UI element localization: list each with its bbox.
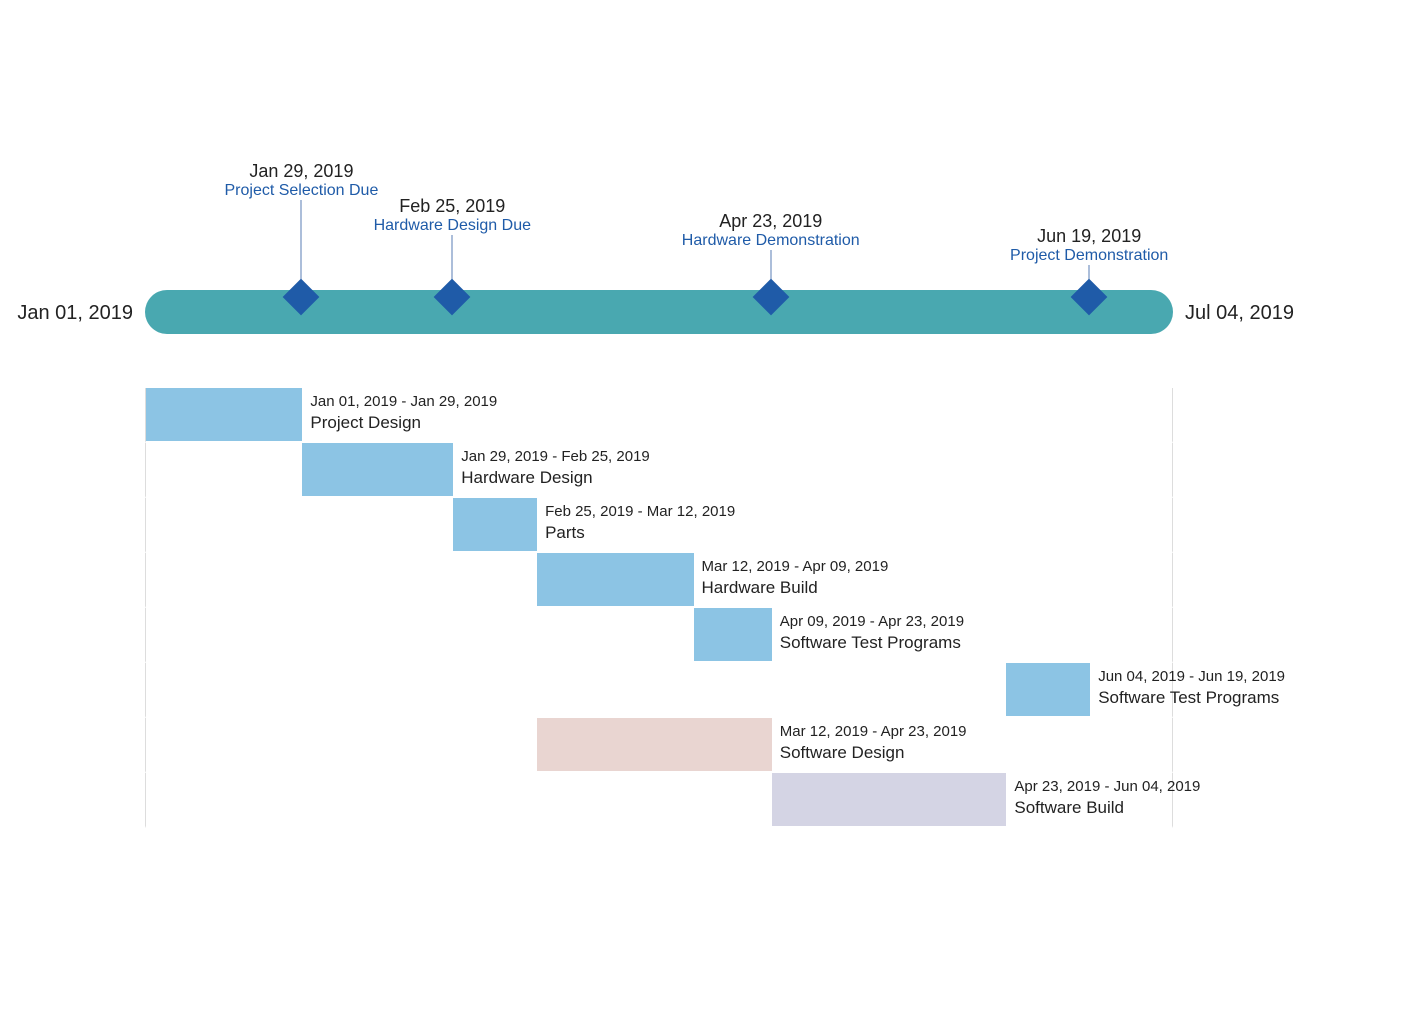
milestone-name: Hardware Demonstration [682, 232, 860, 250]
gantt-label: Jan 29, 2019 - Feb 25, 2019 Hardware Desi… [461, 448, 649, 488]
milestone-diamond-icon [434, 279, 471, 316]
gantt-task-name: Software Design [780, 743, 967, 763]
gantt-date-range: Apr 09, 2019 - Apr 23, 2019 [780, 613, 964, 630]
gantt-bar [1006, 663, 1090, 716]
gantt-date-range: Jan 29, 2019 - Feb 25, 2019 [461, 448, 649, 465]
gantt-task-name: Software Test Programs [780, 633, 964, 653]
gantt-bar [694, 608, 772, 661]
milestone-date: Feb 25, 2019 [374, 196, 531, 217]
gantt-bar [537, 553, 693, 606]
gantt-date-range: Apr 23, 2019 - Jun 04, 2019 [1014, 778, 1200, 795]
gantt-row: Apr 09, 2019 - Apr 23, 2019 Software Test… [145, 608, 1173, 663]
gantt-label: Feb 25, 2019 - Mar 12, 2019 Parts [545, 503, 735, 543]
gantt-label: Jan 01, 2019 - Jan 29, 2019 Project Desig… [310, 393, 497, 433]
milestone-diamond-icon [752, 279, 789, 316]
milestone-date: Jan 29, 2019 [224, 161, 378, 182]
gantt-label: Jun 04, 2019 - Jun 19, 2019 Software Test… [1098, 668, 1285, 708]
milestone-date: Apr 23, 2019 [682, 211, 860, 232]
gantt-date-range: Jan 01, 2019 - Jan 29, 2019 [310, 393, 497, 410]
gantt-task-name: Hardware Build [702, 578, 889, 598]
gantt-row: Mar 12, 2019 - Apr 23, 2019 Software Desi… [145, 718, 1173, 773]
gantt-label: Mar 12, 2019 - Apr 09, 2019 Hardware Buil… [702, 558, 889, 598]
gantt-row: Apr 23, 2019 - Jun 04, 2019Software Buil… [145, 773, 1173, 828]
milestone-label: Apr 23, 2019Hardware Demonstration [682, 211, 860, 250]
gantt-row: Feb 25, 2019 - Mar 12, 2019 Parts [145, 498, 1173, 553]
gantt-task-name: Project Design [310, 413, 497, 433]
milestone-0: Jan 29, 2019Project Selection Due [288, 284, 314, 310]
milestone-diamond-icon [283, 279, 320, 316]
gantt-bar [537, 718, 772, 771]
gantt-task-name: Parts [545, 523, 735, 543]
timeline: Jan 01, 2019 Jul 04, 2019 Jan 29, 2019Pr… [145, 290, 1173, 334]
milestone-1: Feb 25, 2019Hardware Design Due [439, 284, 465, 310]
milestone-name: Project Selection Due [224, 182, 378, 200]
gantt-bar [453, 498, 537, 551]
milestone-3: Jun 19, 2019Project Demonstration [1076, 284, 1102, 310]
milestone-2: Apr 23, 2019Hardware Demonstration [758, 284, 784, 310]
gantt-label: Mar 12, 2019 - Apr 23, 2019 Software Desi… [780, 723, 967, 763]
gantt-bar [772, 773, 1007, 826]
milestone-connector-line [301, 200, 302, 290]
timeline-end-label: Jul 04, 2019 [1185, 302, 1294, 325]
gantt-row: Jan 01, 2019 - Jan 29, 2019 Project Desig… [145, 388, 1173, 443]
gantt-row: Jan 29, 2019 - Feb 25, 2019 Hardware Desi… [145, 443, 1173, 498]
gantt-chart: Jan 01, 2019 - Jan 29, 2019 Project Desig… [145, 388, 1173, 828]
gantt-date-range: Mar 12, 2019 - Apr 23, 2019 [780, 723, 967, 740]
milestone-diamond-icon [1071, 279, 1108, 316]
milestone-label: Jun 19, 2019Project Demonstration [1010, 226, 1168, 265]
milestone-label: Jan 29, 2019Project Selection Due [224, 161, 378, 200]
gantt-bar [302, 443, 453, 496]
gantt-row: Mar 12, 2019 - Apr 09, 2019 Hardware Buil… [145, 553, 1173, 608]
gantt-task-name: Software Build [1014, 798, 1200, 818]
gantt-date-range: Jun 04, 2019 - Jun 19, 2019 [1098, 668, 1285, 685]
gantt-row: Jun 04, 2019 - Jun 19, 2019Software Test… [145, 663, 1173, 718]
timeline-start-label: Jan 01, 2019 [17, 302, 133, 325]
gantt-bar [146, 388, 302, 441]
milestone-date: Jun 19, 2019 [1010, 226, 1168, 247]
gantt-label: Apr 09, 2019 - Apr 23, 2019 Software Test… [780, 613, 964, 653]
milestone-name: Project Demonstration [1010, 247, 1168, 265]
gantt-task-name: Software Test Programs [1098, 688, 1285, 708]
gantt-label: Apr 23, 2019 - Jun 04, 2019 Software Buil… [1014, 778, 1200, 818]
gantt-date-range: Mar 12, 2019 - Apr 09, 2019 [702, 558, 889, 575]
gantt-date-range: Feb 25, 2019 - Mar 12, 2019 [545, 503, 735, 520]
gantt-task-name: Hardware Design [461, 468, 649, 488]
milestone-name: Hardware Design Due [374, 217, 531, 235]
milestone-label: Feb 25, 2019Hardware Design Due [374, 196, 531, 235]
